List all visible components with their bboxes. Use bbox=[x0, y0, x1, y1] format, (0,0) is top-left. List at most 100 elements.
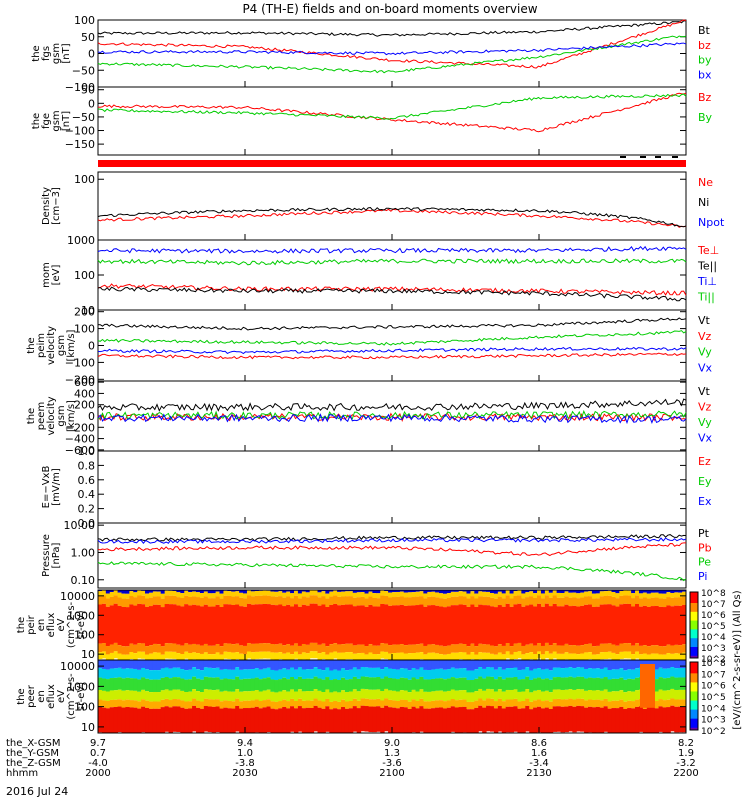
heatmap-cell bbox=[666, 645, 670, 653]
heatmap-cell bbox=[388, 660, 392, 669]
heatmap-cell bbox=[318, 708, 322, 733]
heatmap-cell bbox=[220, 660, 224, 670]
heatmap-cell bbox=[416, 653, 420, 660]
heatmap-cell bbox=[263, 707, 267, 733]
legend-entry: Vz bbox=[698, 330, 712, 343]
heatmap-cell bbox=[172, 706, 176, 732]
heatmap-cell bbox=[678, 660, 682, 668]
heatmap-cell bbox=[510, 590, 514, 594]
y-tick-label: 1.00 bbox=[71, 546, 96, 559]
heatmap-cell bbox=[125, 590, 129, 594]
heatmap-cell bbox=[447, 660, 451, 669]
heatmap-cell bbox=[608, 604, 612, 643]
heatmap-cell bbox=[623, 660, 627, 670]
heatmap-cell bbox=[384, 667, 388, 676]
heatmap-cell bbox=[274, 671, 278, 680]
heatmap-cell bbox=[98, 652, 102, 659]
heatmap-cell bbox=[517, 643, 521, 651]
heatmap-cell bbox=[396, 644, 400, 652]
heatmap-cell bbox=[435, 653, 439, 660]
heatmap-cell bbox=[306, 606, 310, 645]
heatmap-cell bbox=[161, 590, 165, 594]
heatmap-cell bbox=[341, 653, 345, 660]
heatmap-cell bbox=[455, 678, 459, 690]
heatmap-cell bbox=[412, 592, 416, 597]
heatmap-cell bbox=[216, 652, 220, 659]
heatmap-cell bbox=[474, 660, 478, 669]
heatmap-cell bbox=[376, 689, 380, 698]
heatmap-cell bbox=[110, 700, 114, 707]
heatmap-cell bbox=[600, 708, 604, 733]
heatmap-cell bbox=[235, 667, 239, 676]
heatmap-cell bbox=[400, 678, 404, 690]
heatmap-cell bbox=[615, 593, 619, 598]
y-axis-label: [mV/m] bbox=[51, 468, 62, 506]
heatmap-cell bbox=[208, 660, 212, 668]
y-tick-label: −50 bbox=[72, 64, 95, 77]
heatmap-cell bbox=[615, 607, 619, 646]
heatmap-cell bbox=[435, 592, 439, 597]
heatmap-cell bbox=[478, 591, 482, 596]
heatmap-cell bbox=[463, 690, 467, 699]
heatmap-cell bbox=[270, 701, 274, 708]
heatmap-cell bbox=[561, 654, 565, 660]
heatmap-cell bbox=[337, 592, 341, 597]
heatmap-cell bbox=[466, 590, 470, 594]
heatmap-cell bbox=[564, 668, 568, 677]
heatmap-cell bbox=[278, 679, 282, 691]
heatmap-cell bbox=[278, 660, 282, 670]
heatmap-cell bbox=[392, 708, 396, 733]
heatmap-cell bbox=[380, 660, 384, 669]
heatmap-cell bbox=[478, 677, 482, 689]
heatmap-cell bbox=[361, 689, 365, 698]
heatmap-cell bbox=[553, 699, 557, 706]
heatmap-cell bbox=[149, 593, 153, 598]
heatmap-cell bbox=[208, 677, 212, 689]
heatmap-cell bbox=[396, 701, 400, 708]
heatmap-cell bbox=[604, 591, 608, 596]
heatmap-cell bbox=[169, 652, 173, 659]
heatmap-cell bbox=[106, 679, 110, 691]
heatmap-cell bbox=[129, 707, 133, 733]
status-bar-mark bbox=[620, 156, 626, 158]
heatmap-cell bbox=[149, 654, 153, 660]
heatmap-cell bbox=[419, 660, 423, 667]
heatmap-cell bbox=[451, 668, 455, 677]
heatmap-cell bbox=[345, 644, 349, 652]
heatmap-cell bbox=[239, 598, 243, 606]
heatmap-cell bbox=[674, 678, 678, 690]
series-line-bz bbox=[98, 20, 686, 68]
heatmap-cell bbox=[451, 699, 455, 706]
heatmap-cell bbox=[270, 605, 274, 644]
heatmap-cell bbox=[372, 699, 376, 706]
heatmap-cell bbox=[431, 679, 435, 691]
heatmap-cell bbox=[353, 645, 357, 653]
y-axis-label: sr-eV) bbox=[76, 682, 87, 711]
heatmap-cell bbox=[365, 689, 369, 698]
heatmap-cell bbox=[670, 689, 674, 698]
heatmap-cell bbox=[502, 593, 506, 598]
heatmap-cell bbox=[655, 593, 659, 598]
heatmap-cell bbox=[466, 660, 470, 671]
heatmap-cell bbox=[110, 669, 114, 678]
heatmap-cell bbox=[349, 591, 353, 596]
y-tick-label: 10000 bbox=[60, 660, 95, 673]
heatmap-cell bbox=[227, 691, 231, 700]
heatmap-cell bbox=[161, 668, 165, 677]
x-row-value: 2030 bbox=[232, 768, 257, 779]
heatmap-cell bbox=[447, 606, 451, 645]
heatmap-cell bbox=[196, 679, 200, 691]
heatmap-cell bbox=[592, 590, 596, 594]
heatmap-cell bbox=[239, 670, 243, 679]
heatmap-cell bbox=[506, 595, 510, 603]
series-line-Pb bbox=[98, 543, 686, 556]
heatmap-cell bbox=[557, 677, 561, 689]
heatmap-cell bbox=[157, 680, 161, 692]
heatmap-cell bbox=[208, 598, 212, 606]
heatmap-cell bbox=[223, 700, 227, 707]
heatmap-cell bbox=[455, 597, 459, 605]
heatmap-cell bbox=[549, 670, 553, 679]
heatmap-cell bbox=[506, 660, 510, 668]
heatmap-cell bbox=[615, 646, 619, 654]
heatmap-cell bbox=[212, 607, 216, 646]
